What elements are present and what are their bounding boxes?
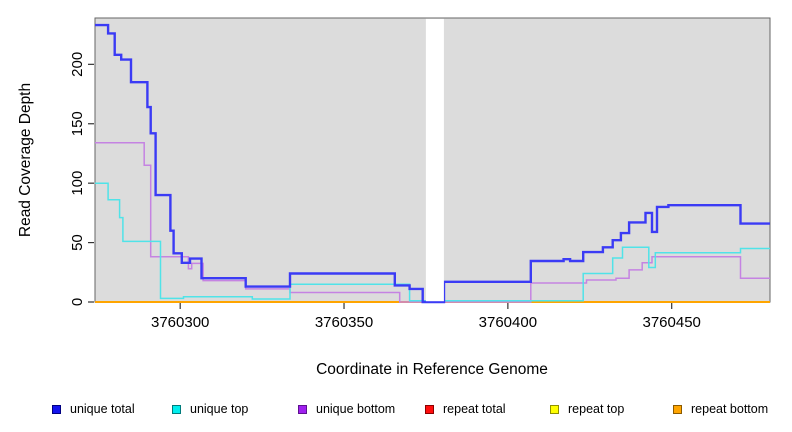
unique-total-swatch-icon: [52, 404, 61, 414]
legend: unique total unique top unique bottom re…: [0, 399, 792, 421]
series-line-unique-bottom: [95, 142, 770, 303]
x-tick-label: 3760300: [151, 314, 209, 331]
y-axis-title: Read Coverage Depth: [17, 83, 34, 237]
x-tick-label: 3760450: [642, 314, 700, 331]
repeat-top-swatch-icon: [550, 404, 559, 414]
x-tick-label: 3760400: [479, 314, 537, 331]
legend-label: repeat bottom: [691, 402, 769, 416]
series-line-unique-top: [95, 182, 770, 302]
legend-item-repeat-total: repeat total: [425, 399, 506, 419]
legend-label: repeat top: [568, 402, 625, 416]
legend-label: unique bottom: [316, 402, 396, 416]
repeat-total-swatch-icon: [425, 404, 434, 414]
legend-label: repeat total: [443, 402, 506, 416]
legend-label: unique total: [70, 402, 135, 416]
legend-label: unique top: [190, 402, 249, 416]
legend-item-unique-bottom: unique bottom: [298, 399, 395, 419]
y-tick-label: 50: [69, 234, 86, 251]
unique-bottom-swatch-icon: [298, 404, 307, 414]
y-tick-label: 0: [69, 298, 86, 306]
legend-item-unique-top: unique top: [172, 399, 248, 419]
masked-region-layer: [425, 18, 444, 302]
coverage-plot: 3760300 3760350 3760400 3760450 0 50 100 150 200…: [17, 17, 771, 378]
y-tick-label: 200: [69, 52, 86, 77]
x-tick-label: 3760350: [315, 314, 373, 331]
legend-item-repeat-bottom: repeat bottom: [673, 399, 768, 419]
repeat-bottom-swatch-icon: [673, 404, 682, 414]
series-layer: [95, 23, 770, 304]
legend-item-repeat-top: repeat top: [550, 399, 624, 419]
y-tick-label: 150: [69, 111, 86, 136]
masked-no-data-band: [425, 18, 444, 302]
y-tick-label: 100: [69, 171, 86, 196]
axis-layer: 3760300 3760350 3760400 3760450 0 50 100 150 200: [69, 52, 701, 331]
legend-item-unique-total: unique total: [52, 399, 135, 419]
x-axis-title: Coordinate in Reference Genome: [316, 361, 548, 378]
unique-top-swatch-icon: [172, 404, 181, 414]
series-line-unique-total: [95, 23, 770, 304]
